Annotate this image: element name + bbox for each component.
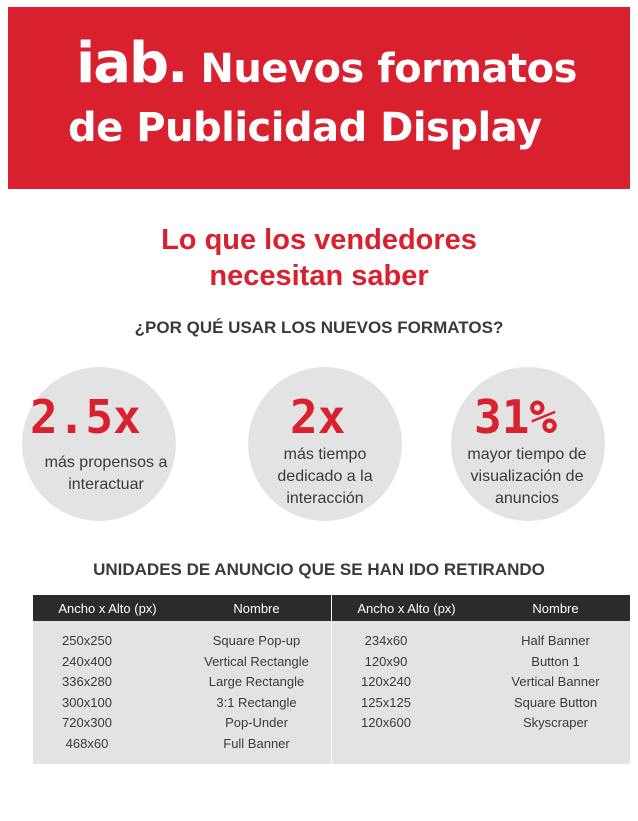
stat-text-1-line-2: interactuar [68,476,144,493]
size-cell: 720x300 [62,715,112,731]
size-cell: 125x125 [361,694,411,710]
banner-title-line-2: de Publicidad Display [68,105,542,151]
retired-units-table-1: Ancho x Alto (px) Nombre 250x250 240x400… [33,595,331,764]
name-column: Square Pop-up Vertical Rectangle Large R… [182,631,331,764]
stat-text-3-line-3: anuncios [494,490,560,507]
name-cell: Square Pop-up [212,633,301,648]
name-column: Half Banner Button 1 Vertical Banner Squ… [481,631,630,764]
size-cell: 120x240 [361,674,411,690]
banner-title-line-1: Nuevos formatos [200,46,577,92]
name-cell: Vertical Banner [511,674,600,690]
size-cell: 120x600 [361,715,411,731]
subtitle-line-2: necesitan saber [209,260,429,292]
table-header: Ancho x Alto (px) Nombre [332,595,630,621]
size-cell: 300x100 [62,694,112,710]
stat-circle-3 [451,367,605,521]
name-cell: Button 1 [531,653,580,669]
name-cell: Large Rectangle [208,674,305,690]
stat-value-1: 2.5x [30,390,141,444]
units-heading: UNIDADES DE ANUNCIO QUE SE HAN IDO RETIR… [93,560,545,579]
stat-text-2-line-1: más tiempo [283,446,367,463]
table-body: 250x250 240x400 336x280 300x100 720x300 … [33,621,331,764]
stat-text-2: más tiempo dedicado a la interacción [255,444,395,510]
name-cell: Square Button [513,694,598,710]
size-column: 234x60 120x90 120x240 125x125 120x600 [332,631,481,764]
stat-text-2-line-3: interacción [286,490,364,507]
stat-text-3-line-2: visualización de [470,468,584,485]
stat-text-1-line-1: más propensos a [44,454,168,471]
column-header-name: Nombre [532,600,579,616]
stat-circle-2 [248,367,402,521]
column-header-size: Ancho x Alto (px) [357,600,456,616]
name-cell: Pop-Under [225,715,288,731]
size-column: 250x250 240x400 336x280 300x100 720x300 … [33,631,182,764]
stat-circle-1 [22,367,176,521]
size-cell: 468x60 [65,735,109,751]
column-header-size: Ancho x Alto (px) [58,600,157,616]
table-header: Ancho x Alto (px) Nombre [33,595,331,621]
size-cell: 234x60 [364,633,408,648]
retired-units-table-2: Ancho x Alto (px) Nombre 234x60 120x90 1… [332,595,630,764]
name-cell: 3:1 Rectangle [216,694,297,710]
stat-value-3: 31% [474,390,558,444]
name-cell: Vertical Rectangle [204,653,309,669]
size-cell: 250x250 [62,633,112,648]
iab-logo: iab. [76,31,188,96]
table-body: 234x60 120x90 120x240 125x125 120x600 Ha… [332,621,630,764]
stat-text-2-line-2: dedicado a la [277,468,373,485]
subtitle: Lo que los vendedores necesitan saber [0,222,638,294]
name-cell: Full Banner [223,735,290,751]
name-cell: Skyscraper [522,715,589,731]
stat-text-3-line-1: mayor tiempo de [467,446,587,463]
size-cell: 240x400 [62,653,112,669]
question-heading: ¿POR QUÉ USAR LOS NUEVOS FORMATOS? [134,318,504,337]
title-banner: iab. Nuevos formatos de Publicidad Displ… [8,7,630,189]
banner-line-1: iab. Nuevos formatos [76,31,577,101]
stat-value-2: 2x [290,390,346,444]
name-cell: Half Banner [521,633,590,648]
stat-text-1: más propensos a interactuar [36,452,176,496]
stat-text-3: mayor tiempo de visualización de anuncio… [455,444,599,510]
column-header-name: Nombre [233,600,280,616]
size-cell: 120x90 [364,653,408,669]
size-cell: 336x280 [62,674,112,690]
subtitle-line-1: Lo que los vendedores [161,224,477,256]
